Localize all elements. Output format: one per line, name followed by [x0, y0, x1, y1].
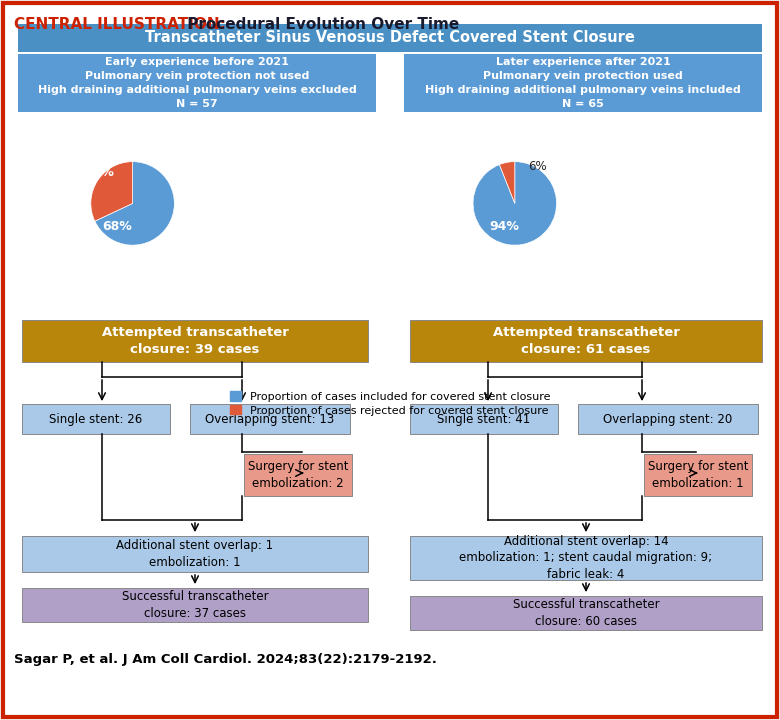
Text: Single stent: 41: Single stent: 41 [438, 413, 530, 426]
Text: Attempted transcatheter
closure: 39 cases: Attempted transcatheter closure: 39 case… [101, 326, 289, 356]
Text: Surgery for stent
embolization: 2: Surgery for stent embolization: 2 [248, 460, 348, 490]
Text: 94%: 94% [489, 220, 519, 233]
Text: Single stent: 26: Single stent: 26 [49, 413, 143, 426]
FancyBboxPatch shape [18, 24, 762, 52]
FancyBboxPatch shape [22, 320, 368, 362]
FancyBboxPatch shape [190, 404, 350, 434]
FancyBboxPatch shape [22, 588, 368, 622]
FancyBboxPatch shape [3, 3, 777, 717]
Wedge shape [90, 161, 133, 221]
Legend: Proportion of cases included for covered stent closure, Proportion of cases reje: Proportion of cases included for covered… [230, 392, 550, 415]
Text: Procedural Evolution Over Time: Procedural Evolution Over Time [182, 17, 459, 32]
Text: Additional stent overlap: 1
embolization: 1: Additional stent overlap: 1 embolization… [116, 539, 274, 569]
Text: Sagar P, et al. J Am Coll Cardiol. 2024;83(22):2179-2192.: Sagar P, et al. J Am Coll Cardiol. 2024;… [14, 654, 437, 667]
Text: 6%: 6% [529, 161, 547, 174]
FancyBboxPatch shape [404, 54, 762, 112]
Text: Transcatheter Sinus Venosus Defect Covered Stent Closure: Transcatheter Sinus Venosus Defect Cover… [145, 30, 635, 45]
Text: Successful transcatheter
closure: 37 cases: Successful transcatheter closure: 37 cas… [122, 590, 268, 620]
Text: Surgery for stent
embolization: 1: Surgery for stent embolization: 1 [647, 460, 748, 490]
Wedge shape [499, 161, 515, 203]
Text: Early experience before 2021
Pulmonary vein protection not used
High draining ad: Early experience before 2021 Pulmonary v… [37, 57, 356, 109]
FancyBboxPatch shape [244, 454, 352, 496]
Text: 68%: 68% [102, 220, 132, 233]
Text: 32%: 32% [84, 166, 114, 179]
Text: Additional stent overlap: 14
embolization: 1; stent caudal migration: 9;
fabric : Additional stent overlap: 14 embolizatio… [459, 534, 713, 582]
Wedge shape [95, 161, 175, 245]
FancyBboxPatch shape [410, 596, 762, 630]
Text: Later experience after 2021
Pulmonary vein protection used
High draining additio: Later experience after 2021 Pulmonary ve… [425, 57, 741, 109]
Text: Successful transcatheter
closure: 60 cases: Successful transcatheter closure: 60 cas… [512, 598, 659, 628]
Text: Overlapping stent: 20: Overlapping stent: 20 [604, 413, 732, 426]
FancyBboxPatch shape [22, 536, 368, 572]
Text: CENTRAL ILLUSTRATION:: CENTRAL ILLUSTRATION: [14, 17, 226, 32]
FancyBboxPatch shape [410, 320, 762, 362]
FancyBboxPatch shape [578, 404, 758, 434]
FancyBboxPatch shape [410, 404, 558, 434]
Text: Attempted transcatheter
closure: 61 cases: Attempted transcatheter closure: 61 case… [492, 326, 679, 356]
FancyBboxPatch shape [18, 54, 376, 112]
FancyBboxPatch shape [410, 536, 762, 580]
FancyBboxPatch shape [644, 454, 752, 496]
FancyBboxPatch shape [22, 404, 170, 434]
Text: Overlapping stent: 13: Overlapping stent: 13 [205, 413, 335, 426]
Wedge shape [473, 161, 557, 245]
